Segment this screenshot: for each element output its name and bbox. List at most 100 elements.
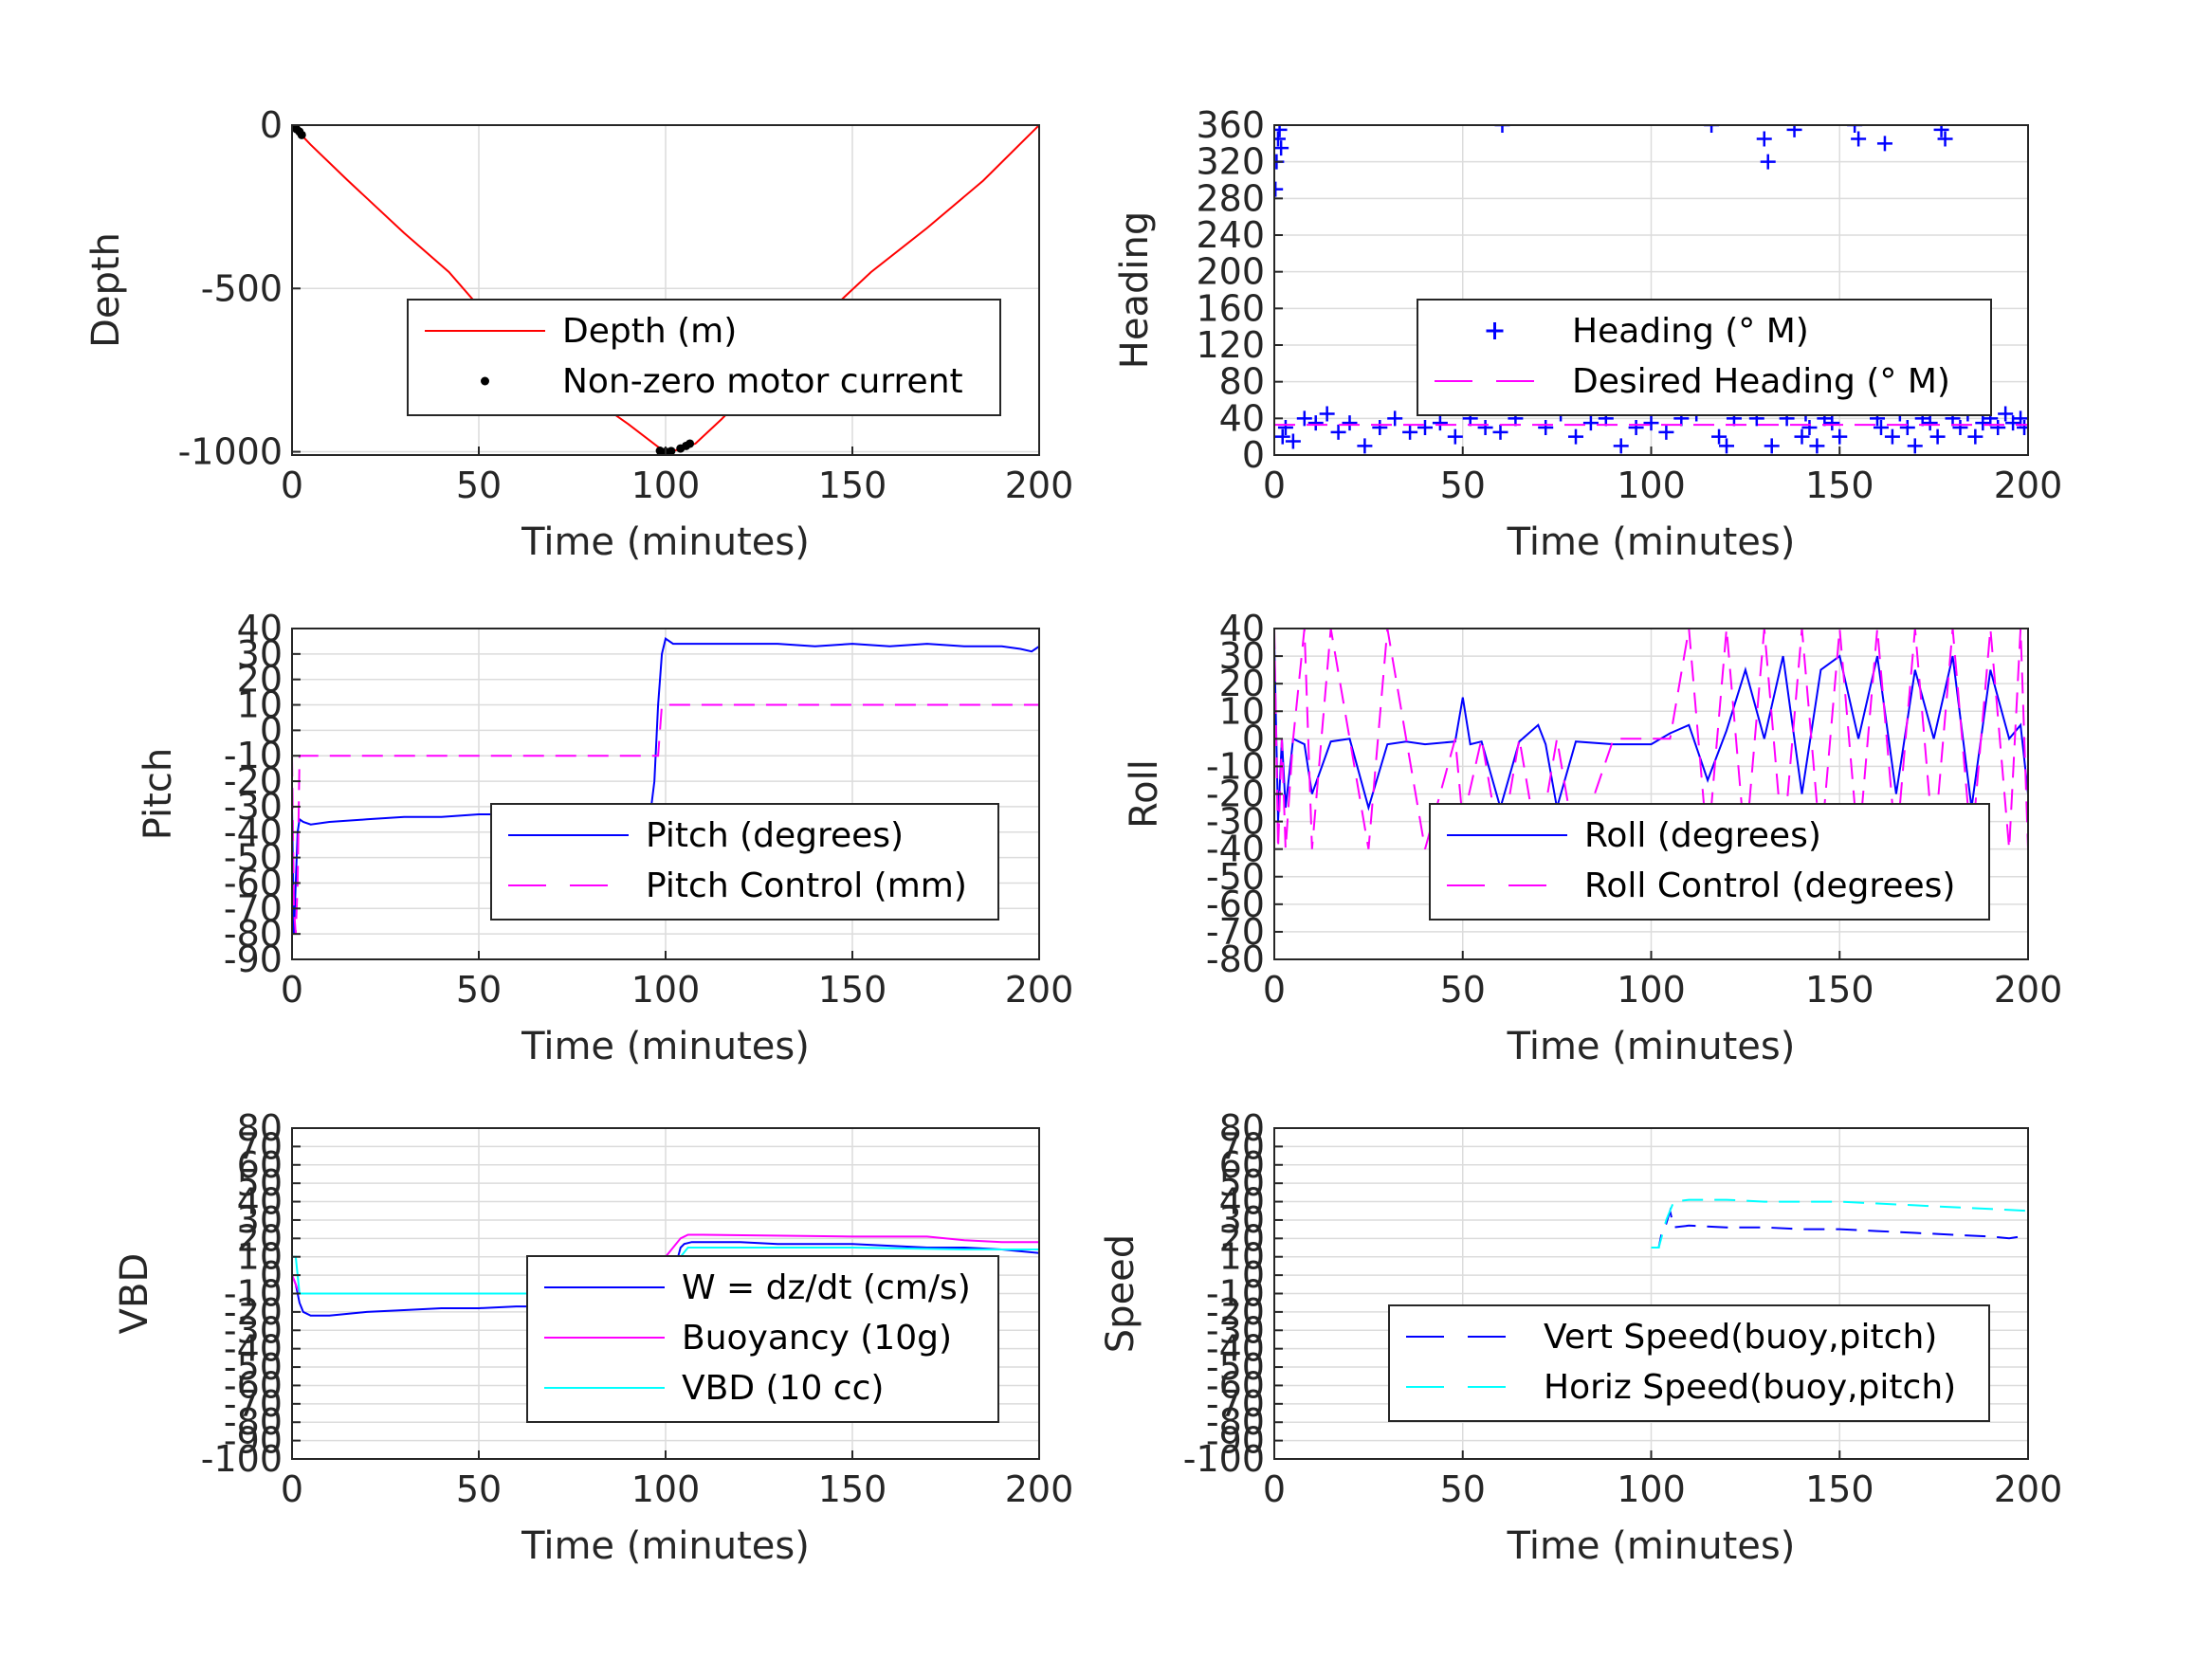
x-tick-label: 200	[1005, 465, 1074, 506]
series-depth-1-point	[667, 447, 676, 455]
series-heading-0-point	[1937, 131, 1953, 147]
series-heading-0-point	[1628, 420, 1644, 435]
legend-box	[526, 1255, 999, 1423]
legend-label: Heading (° M)	[1572, 312, 1809, 351]
plot-area	[1651, 1198, 2028, 1249]
series-heading-0-point	[1447, 428, 1463, 445]
series-heading-0-point	[1899, 420, 1915, 435]
series-heading-0-point	[1342, 415, 1358, 431]
legend-label: Vert Speed(buoy,pitch)	[1544, 1318, 1937, 1357]
x-tick-label: 0	[1263, 1468, 1286, 1510]
y-tick-label: -50	[224, 1346, 283, 1388]
y-tick-label: 40	[237, 1181, 283, 1223]
chart-depth: 0 50 100 150 200 0 -500 -1000 Time (minutes) Dept…	[84, 104, 1073, 564]
x-tick-label: 50	[1440, 1468, 1486, 1510]
series-depth-1-point	[686, 439, 695, 448]
series-heading-0-point	[1764, 438, 1780, 454]
series-speed-1-line	[1651, 1198, 2028, 1249]
chart-pitch: 0 50 100 150 200403020100-10-20-30-40-50-60-…	[137, 608, 1073, 1068]
y-tick-label: 40	[237, 608, 283, 649]
legend-heading: Heading (° M) Desired Heading (° M)	[1417, 299, 1992, 416]
series-heading-0-point	[1568, 428, 1583, 445]
series-heading-0-point	[1296, 410, 1312, 427]
legend-label: Horiz Speed(buoy,pitch)	[1544, 1368, 1956, 1407]
y-tick-label: 120	[1196, 324, 1265, 366]
series-heading-0-point	[1922, 415, 1938, 431]
y-tick-label: -70	[1206, 1383, 1265, 1425]
y-tick-label: 80	[237, 1107, 283, 1149]
y-tick-label: 0	[260, 104, 283, 146]
legend-roll: Roll (degrees) Roll Control (degrees)	[1429, 803, 1990, 921]
x-tick-label: 0	[281, 465, 303, 506]
x-tick-label: 0	[1263, 465, 1286, 506]
x-axis-label: Time (minutes)	[1507, 520, 1796, 564]
x-axis-label: Time (minutes)	[1507, 1025, 1796, 1068]
y-tick-label: -80	[224, 1401, 283, 1443]
series-heading-0-point	[1824, 415, 1840, 431]
y-tick-label: 320	[1196, 141, 1265, 183]
x-tick-label: 200	[1005, 969, 1074, 1011]
legend-label: Desired Heading (° M)	[1572, 362, 1950, 401]
y-tick-label: 240	[1196, 214, 1265, 256]
series-speed-0-line	[1651, 1207, 2028, 1249]
x-tick-label: 100	[631, 465, 701, 506]
series-heading-0-point	[1711, 428, 1728, 445]
y-tick-label: -30	[224, 1309, 283, 1351]
series-heading-0-point	[2013, 410, 2028, 427]
series-heading-0-point	[2017, 420, 2028, 435]
legend-label: Pitch Control (mm)	[646, 866, 967, 905]
y-tick-label: 60	[237, 1144, 283, 1186]
series-heading-0-point	[1330, 424, 1346, 440]
y-tick-label: -70	[224, 887, 283, 929]
series-heading-0-point	[1417, 420, 1433, 435]
legend-speed: Vert Speed(buoy,pitch) Horiz Speed(buoy,p…	[1388, 1304, 1990, 1422]
y-tick-label: -40	[224, 1328, 283, 1370]
x-tick-label: 150	[1805, 969, 1874, 1011]
series-heading-0-point	[1274, 428, 1290, 445]
series-heading-0-point	[1847, 125, 1863, 133]
x-tick-label: 100	[1617, 465, 1686, 506]
y-axis-label: Heading	[1113, 211, 1157, 369]
series-heading-0-point	[1933, 125, 1949, 137]
series-heading-0-point	[1998, 406, 2014, 422]
y-tick-label: 10	[1219, 690, 1265, 732]
chart-vbd: 0 50 100 150 20080706050403020100-10-20-30-4…	[113, 1107, 1073, 1568]
series-pitch-0-line	[292, 637, 1039, 935]
y-tick-label: -10	[1206, 1273, 1265, 1315]
y-tick-label: -20	[224, 1291, 283, 1333]
series-heading-0-point	[1274, 131, 1286, 147]
legend-label: Roll (degrees)	[1584, 816, 1821, 855]
legend-box	[1429, 803, 1990, 921]
series-heading-0-point	[1851, 131, 1867, 147]
series-heading-0-point	[1432, 415, 1448, 431]
series-heading-0-point	[1719, 438, 1734, 454]
legend-label: Pitch (degrees)	[646, 816, 904, 855]
y-tick-label: 80	[1219, 361, 1265, 403]
y-tick-label: 10	[237, 684, 283, 726]
series-heading-0-point	[1402, 424, 1418, 440]
legend-label: W = dz/dt (cm/s)	[682, 1268, 971, 1307]
y-tick-label: 200	[1196, 251, 1265, 293]
series-heading-0-point	[1907, 438, 1923, 454]
x-tick-label: 0	[1263, 969, 1286, 1011]
series-heading-0-point	[1357, 438, 1373, 454]
legend-pitch: Pitch (degrees) Pitch Control (mm)	[490, 803, 999, 921]
x-tick-label: 50	[456, 969, 502, 1011]
series-heading-0-point	[1477, 420, 1493, 435]
y-tick-label: -30	[224, 786, 283, 828]
y-tick-label: 40	[1219, 608, 1265, 649]
x-tick-label: 50	[1440, 465, 1486, 506]
y-tick-label: -100	[1183, 1438, 1265, 1480]
series-heading-0-point	[1492, 424, 1508, 440]
x-tick-label: 200	[1994, 1468, 2063, 1510]
x-tick-label: 150	[1805, 465, 1874, 506]
x-tick-label: 0	[281, 969, 303, 1011]
y-tick-label: -80	[224, 913, 283, 955]
y-tick-label: 280	[1196, 177, 1265, 219]
x-tick-label: 150	[818, 969, 887, 1011]
legend-label: Buoyancy (10g)	[682, 1319, 952, 1358]
y-tick-label: 70	[1219, 1125, 1265, 1167]
series-heading-0-point	[1801, 420, 1818, 435]
series-heading-0-point	[1704, 125, 1720, 133]
